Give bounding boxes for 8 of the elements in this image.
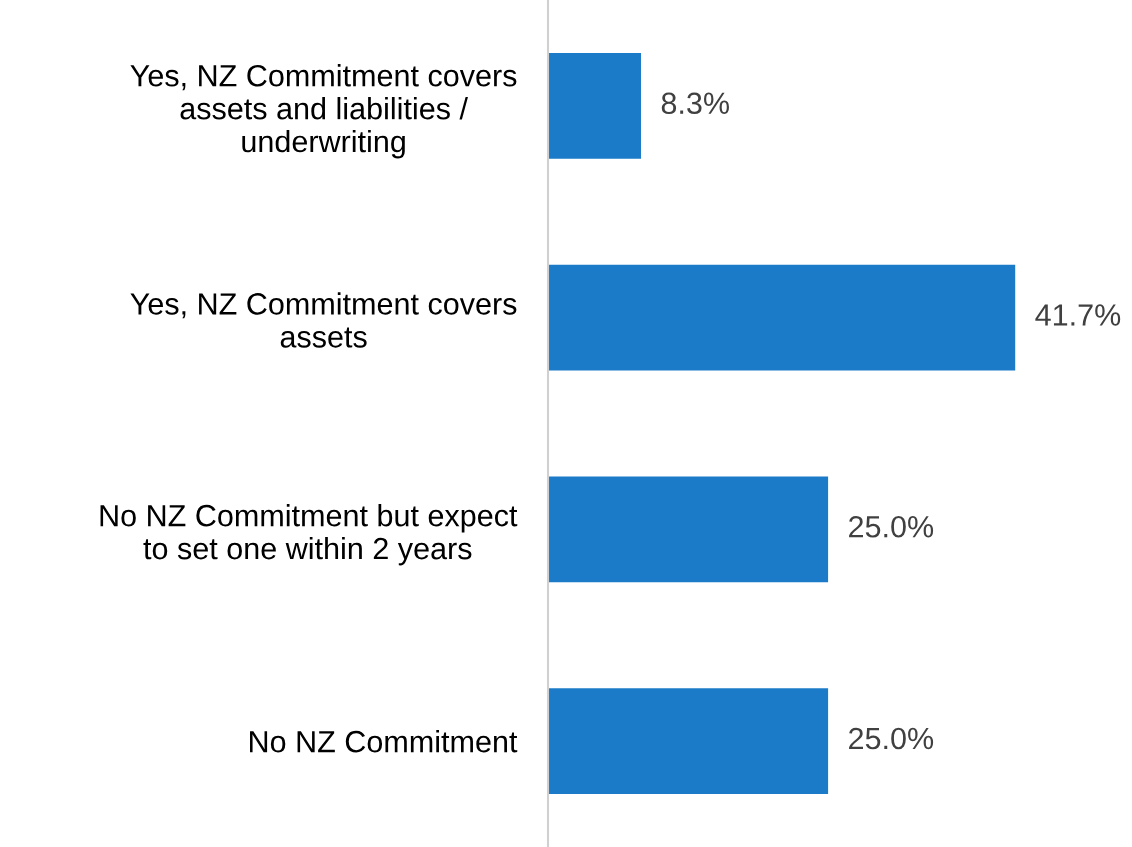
y-tick-label: No NZ Commitment but expect to set one within 2 years	[100, 504, 518, 566]
y-tick-label: Yes, NZ Commitment covers assets and liabilities / underwriting	[130, 64, 517, 159]
data-label: 25.0%	[849, 515, 934, 538]
data-label: 8.3%	[661, 92, 729, 115]
y-tick-label: Yes, NZ Commitment covers assets	[130, 292, 517, 348]
data-label: 25.0%	[849, 727, 934, 750]
data-label: 41.7%	[1035, 304, 1121, 326]
y-tick-label: No NZ Commitment	[250, 730, 518, 753]
